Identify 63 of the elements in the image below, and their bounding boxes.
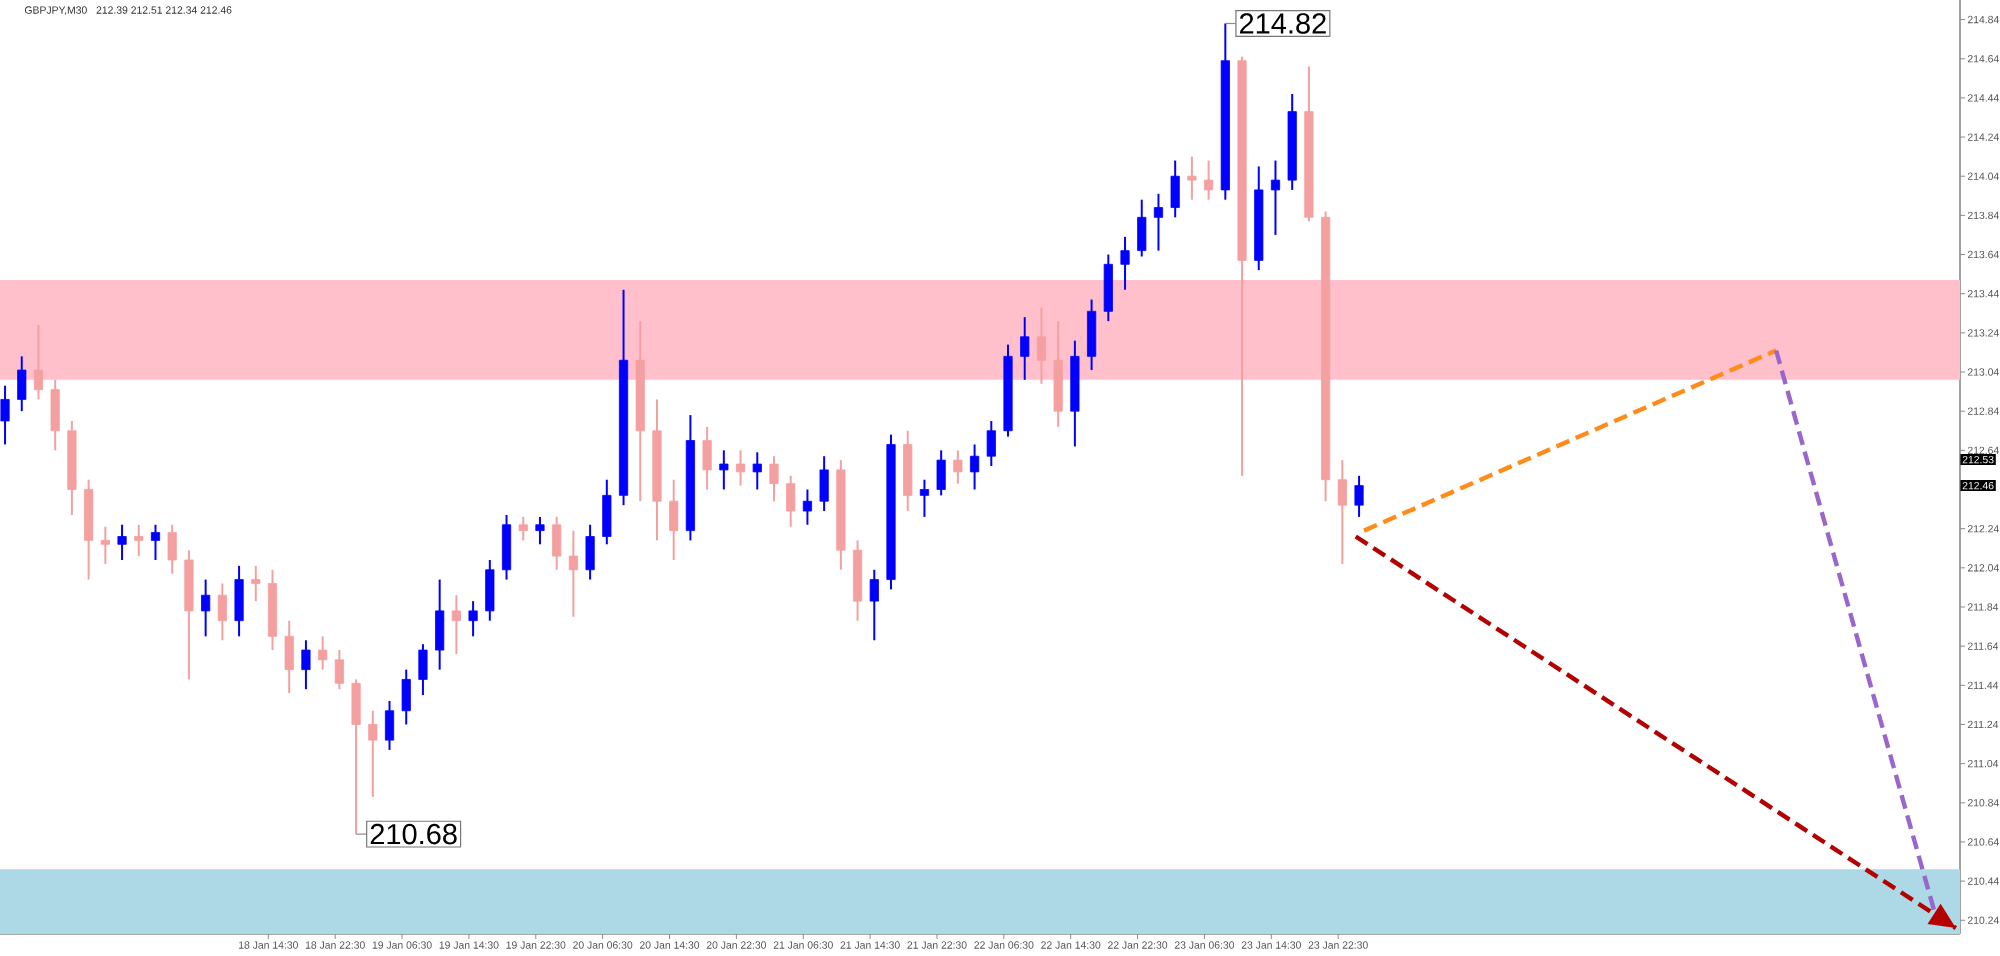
candlestick (468, 600, 478, 638)
candlestick (970, 443, 980, 491)
candlestick (568, 529, 578, 618)
candlestick (1170, 159, 1180, 219)
candlestick (869, 568, 879, 642)
candlestick (251, 564, 261, 603)
candlestick (702, 425, 712, 491)
candlestick (451, 594, 461, 655)
candlestick (0, 384, 10, 446)
candlestick (819, 455, 829, 513)
candlestick (384, 699, 395, 751)
candlestick (150, 523, 161, 561)
candlestick (301, 639, 311, 691)
candlestick (752, 451, 762, 491)
candlestick (100, 525, 110, 565)
candlestick (1354, 474, 1364, 518)
candlestick (1337, 459, 1347, 565)
candlestick (334, 649, 344, 691)
annotation: 214.82 (1240, 13, 1326, 34)
candlestick (719, 449, 729, 491)
candlestick (552, 515, 562, 571)
candlestick (585, 523, 595, 581)
candlestick (501, 513, 512, 581)
candlestick (786, 474, 796, 528)
candlestick (1087, 298, 1097, 372)
annotation: 210.68 (370, 823, 457, 845)
candlestick (936, 449, 946, 497)
candlestick (518, 515, 528, 542)
candlestick (318, 635, 328, 671)
candlestick (769, 455, 779, 503)
candlestick (1270, 159, 1281, 236)
candlestick (986, 419, 996, 467)
candlestick (1137, 198, 1147, 258)
candlestick (134, 523, 144, 558)
candlestick (418, 643, 428, 697)
candlestick (953, 449, 963, 485)
candlestick (535, 515, 545, 546)
candlestick (401, 668, 411, 726)
candlestick (1103, 253, 1113, 323)
candlestick (50, 378, 60, 452)
candlestick (669, 478, 679, 561)
candlestick (284, 619, 294, 695)
candlestick (485, 558, 495, 622)
candlestick (735, 449, 746, 487)
candlestick (33, 324, 44, 401)
candlestick (435, 578, 445, 671)
candlestick (1204, 159, 1214, 201)
candlestick (1153, 192, 1164, 252)
candlestick (368, 709, 378, 798)
candlestick (351, 678, 361, 836)
candlestick (217, 582, 227, 642)
candlestick (602, 478, 612, 546)
candlestick (201, 578, 211, 638)
candlestick (234, 564, 244, 638)
candlestick (1036, 306, 1047, 385)
candlestick (1020, 316, 1030, 381)
candlestick (1187, 155, 1197, 201)
candlestick (17, 355, 27, 413)
candlestick (117, 523, 127, 561)
candlestick (1120, 235, 1130, 291)
candlestick (802, 488, 812, 526)
candlestick (919, 478, 930, 518)
candlestick (167, 523, 177, 575)
